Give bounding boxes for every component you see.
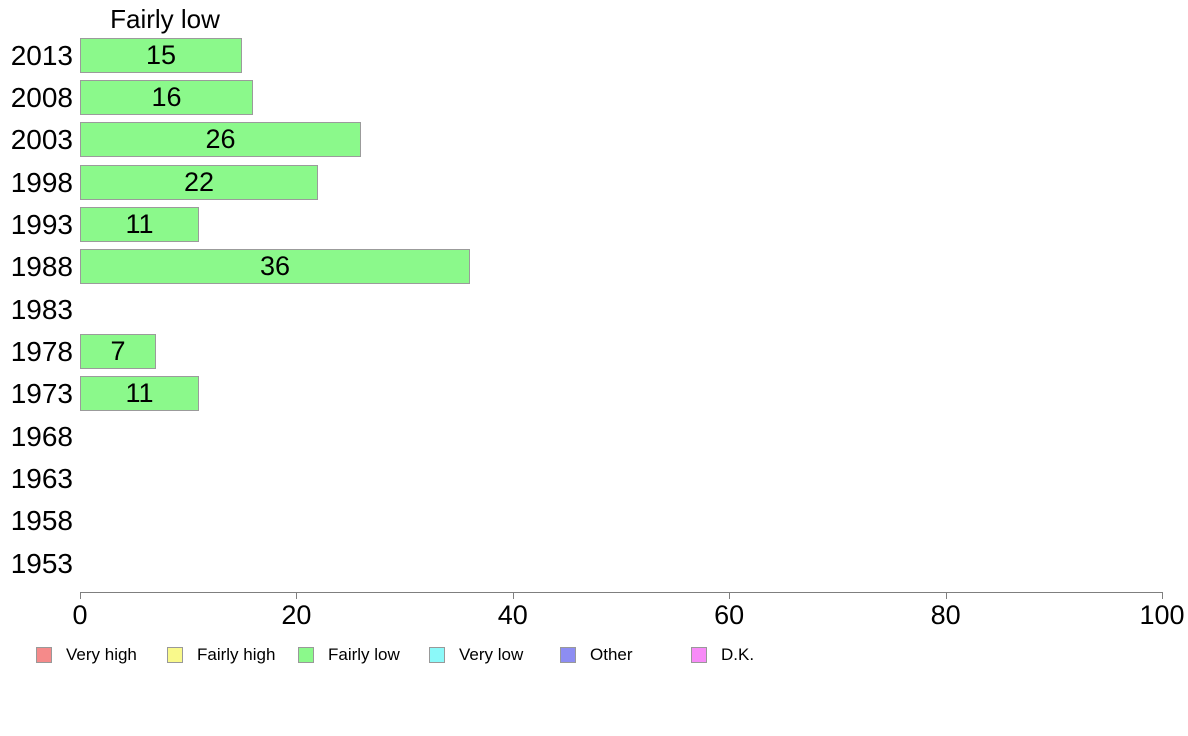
year-label: 1953 [10,547,73,579]
year-label: 1978 [10,335,73,367]
x-axis-tick [1162,592,1163,599]
legend-item: Very low [429,645,560,665]
x-axis-tick-label: 40 [497,600,528,630]
year-label: 1983 [10,293,73,325]
legend-label: Fairly high [197,645,276,664]
x-axis-tick-label: 80 [930,600,961,630]
legend-swatch [298,647,314,663]
legend-label: Fairly low [328,645,400,664]
bar: 7 [80,333,156,369]
x-axis-tick-label: 60 [714,600,745,630]
legend-item: Very high [36,645,167,665]
legend-item: D.K. [691,645,754,665]
legend-item: Fairly low [298,645,429,665]
bar: 15 [80,37,242,73]
year-label: 1973 [10,378,73,410]
bar: 16 [80,79,253,115]
bar-row: 2013 15 [0,37,1188,73]
bar: 36 [80,249,470,285]
bar-row: 1983 [0,292,1188,327]
bar-row: 1998 22 [0,164,1188,200]
year-label: 2013 [10,39,73,71]
legend-label: Very low [459,645,524,664]
legend-label: Other [590,645,633,664]
year-label: 1958 [10,505,73,537]
legend-item: Other [560,645,691,665]
x-axis-tick [512,592,514,599]
chart-title: Fairly low [110,4,220,34]
x-axis-tick [80,592,81,599]
x-axis-tick-label: 0 [72,600,88,630]
legend-swatch [167,647,183,663]
year-label: 2003 [10,124,73,156]
x-axis-tick-label: 100 [1139,600,1185,630]
year-label: 1963 [10,463,73,494]
bar-value-label: 16 [151,81,182,112]
legend-swatch [691,647,707,663]
legend-swatch [429,647,445,663]
year-label: 1998 [10,166,73,198]
bar-value-label: 15 [145,39,177,70]
bar-value-label: 26 [205,124,236,155]
bar: 11 [80,206,199,242]
bar-row: 1993 11 [0,206,1188,242]
legend: Very high Fairly high Fairly low Very low Ot… [36,641,754,669]
legend-swatch [560,647,576,663]
legend-item: Fairly high [167,645,298,665]
bar-row: 2008 16 [0,79,1188,115]
bar: 11 [80,376,199,412]
bar-row: 2003 26 [0,122,1188,158]
bar-row: 1973 11 [0,376,1188,412]
x-axis-tick [945,592,947,599]
bar-row: 1968 [0,419,1188,454]
bar-row: 1958 [0,503,1188,538]
bar-value-label: 36 [259,251,291,282]
bar-row: 1988 36 [0,249,1188,285]
year-label: 1988 [10,251,73,283]
bar-row: 1978 7 [0,333,1188,369]
year-label: 2008 [10,81,73,113]
bar: 26 [80,122,361,158]
x-axis-tick-label: 20 [281,600,312,630]
x-axis-tick [729,592,731,599]
bar-value-label: 7 [110,335,126,366]
bar: 22 [80,164,318,200]
legend-label: D.K. [721,645,755,664]
bar-row: 1953 [0,546,1188,581]
x-axis-tick [296,592,298,599]
x-axis-line [80,592,1162,593]
year-label: 1968 [10,420,73,452]
bar-value-label: 11 [125,378,154,409]
bar-row: 1963 [0,461,1188,496]
bar-value-label: 11 [125,208,154,239]
bar-value-label: 22 [183,166,215,197]
year-label: 1993 [10,208,73,240]
legend-label: Very high [66,645,137,664]
legend-swatch [36,647,52,663]
